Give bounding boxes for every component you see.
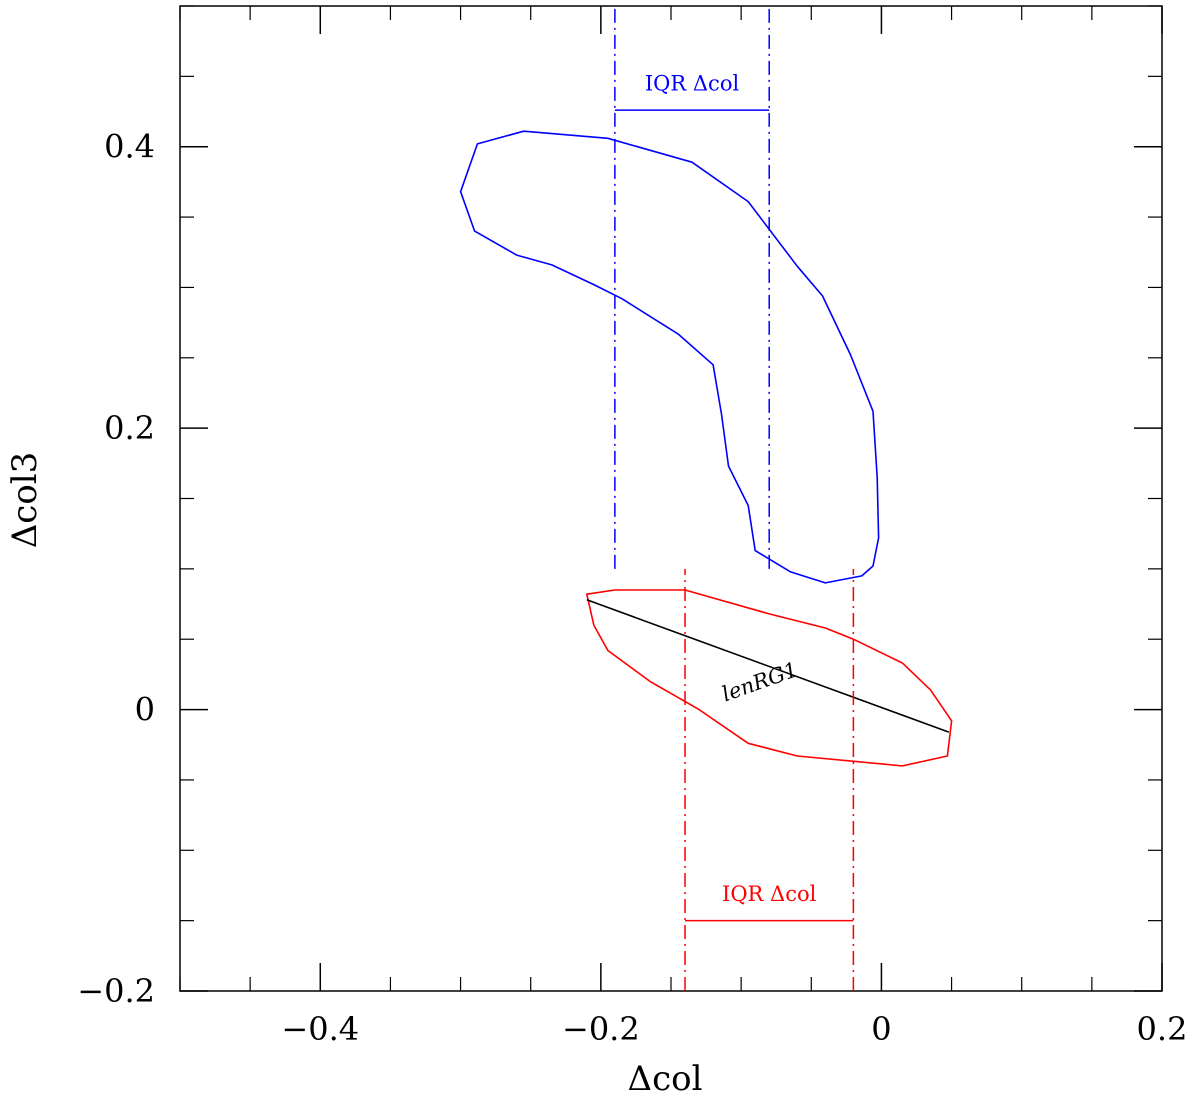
minor-ticks bbox=[179, 5, 1162, 991]
y-tick-label: 0.2 bbox=[104, 409, 155, 447]
x-tick-label: 0 bbox=[871, 1010, 891, 1048]
y-tick-label: 0 bbox=[135, 691, 155, 729]
y-tick-label: 0.4 bbox=[104, 128, 155, 166]
x-axis-label: Δcol bbox=[628, 1059, 703, 1099]
lenrg1-line bbox=[586, 599, 950, 733]
y-axis-label: Δcol3 bbox=[5, 452, 45, 549]
major-ticks bbox=[180, 6, 1163, 992]
x-tick-label: −0.2 bbox=[562, 1010, 640, 1048]
series-layer bbox=[459, 130, 953, 767]
y-tick-label: −0.2 bbox=[77, 972, 155, 1010]
blue-iqr-label: IQR Δcol bbox=[645, 71, 740, 95]
annotation-layer: IQR Δcol IQR Δcol lenRG1 bbox=[614, 6, 855, 991]
red-iqr-label: IQR Δcol bbox=[722, 882, 817, 906]
x-tick-label: −0.4 bbox=[281, 1010, 359, 1048]
lenrg1-label: lenRG1 bbox=[719, 657, 801, 706]
blue-contour bbox=[459, 130, 880, 584]
tick-labels: −0.4 −0.2 0 0.2 −0.2 0 0.2 0.4 bbox=[77, 128, 1187, 1048]
x-tick-label: 0.2 bbox=[1137, 1010, 1188, 1048]
red-contour bbox=[585, 589, 953, 767]
plot-frame bbox=[179, 5, 1163, 992]
